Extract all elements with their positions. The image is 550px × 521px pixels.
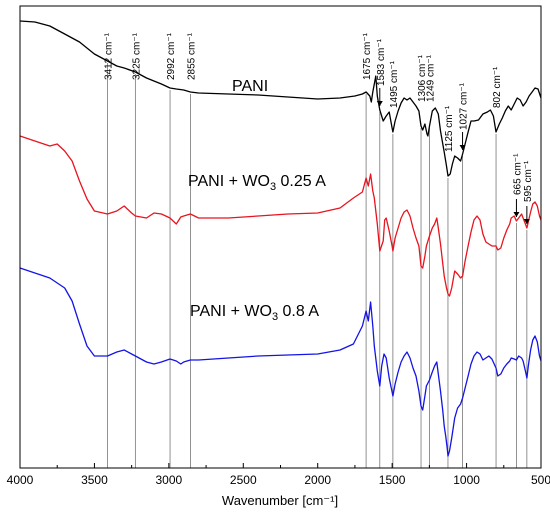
series-label-pani: PANI xyxy=(232,78,268,95)
series-label-wo3_025: PANI + WO3 0.25 A xyxy=(188,173,326,193)
peak-label-1675: 1675 cm⁻¹ xyxy=(362,32,373,80)
x-tick-label-3500: 3500 xyxy=(81,473,108,487)
peak-label-1125: 1125 cm⁻¹ xyxy=(444,105,455,152)
peak-arrow-head-1583 xyxy=(376,101,383,106)
series-label-wo3_08: PANI + WO3 0.8 A xyxy=(190,303,319,323)
peak-label-595: 595 cm⁻¹ xyxy=(523,160,534,202)
peak-label-665: 665 cm⁻¹ xyxy=(512,153,523,195)
peak-guide-lines xyxy=(107,63,528,468)
series-labels: PANI PANI + WO3 0.25 A PANI + WO3 0.8 A xyxy=(188,78,326,323)
peak-label-1027: 1027 cm⁻¹ xyxy=(459,82,470,130)
peak-label-1583: 1583 cm⁻¹ xyxy=(376,38,387,86)
series-line-wo3_08 xyxy=(19,267,542,457)
x-tick-label-2000: 2000 xyxy=(304,473,331,487)
peak-label-802: 802 cm⁻¹ xyxy=(492,66,503,108)
x-axis-ticks: 4000 3500 3000 2500 2000 1500 1000 500 xyxy=(7,463,550,487)
spectra-series xyxy=(19,20,542,457)
x-tick-label-1000: 1000 xyxy=(453,473,480,487)
peak-annotations: 3412 cm⁻¹ 3225 cm⁻¹ 2992 cm⁻¹ 2855 cm⁻¹ 1675… xyxy=(104,32,534,224)
peak-arrow-head-1027 xyxy=(459,145,466,150)
x-tick-label-4000: 4000 xyxy=(7,473,34,487)
x-axis-label: Wavenumber [cm⁻¹] xyxy=(222,493,338,508)
peak-arrow-head-665 xyxy=(513,212,520,217)
x-tick-label-2500: 2500 xyxy=(230,473,257,487)
x-tick-label-500: 500 xyxy=(531,473,550,487)
peak-label-3225: 3225 cm⁻¹ xyxy=(131,32,142,80)
peak-label-2855: 2855 cm⁻¹ xyxy=(186,32,197,80)
x-tick-label-3000: 3000 xyxy=(156,473,183,487)
peak-label-1495: 1495 cm⁻¹ xyxy=(389,60,400,108)
series-line-wo3_025 xyxy=(19,135,542,297)
peak-label-2992: 2992 cm⁻¹ xyxy=(166,32,177,80)
peak-arrow-head-595 xyxy=(523,219,530,224)
peak-label-3412: 3412 cm⁻¹ xyxy=(104,32,115,80)
x-tick-label-1500: 1500 xyxy=(379,473,406,487)
series-line-pani xyxy=(19,20,542,177)
peak-label-1249: 1249 cm⁻¹ xyxy=(426,54,437,102)
peak-label-1306: 1306 cm⁻¹ xyxy=(417,54,428,102)
